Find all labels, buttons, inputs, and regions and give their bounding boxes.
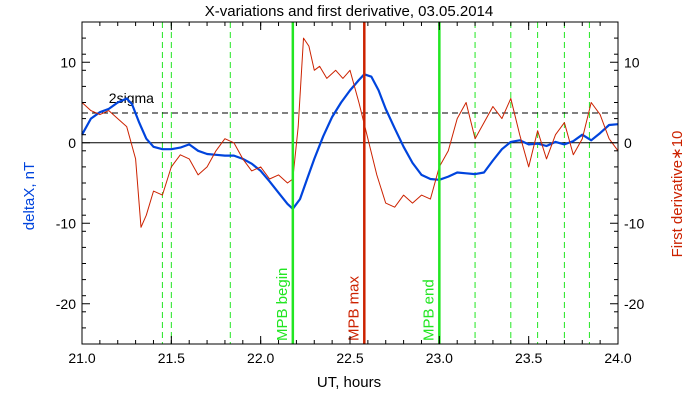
marker-label: MPB begin — [274, 268, 291, 341]
x-tick-label: 21.5 — [158, 350, 185, 366]
y-tick-label-left: 10 — [60, 54, 76, 70]
chart-title: X-variations and first derivative, 03.05… — [205, 3, 494, 20]
x-tick-label: 21.0 — [68, 350, 95, 366]
x-tick-label: 23.0 — [426, 350, 453, 366]
y-axis-label-right: First derivative∗10 — [669, 131, 686, 258]
y-tick-label-left: 0 — [68, 135, 76, 151]
x-axis-label: UT, hours — [317, 374, 381, 391]
x-tick-label: 22.0 — [247, 350, 274, 366]
x-tick-label: 23.5 — [515, 350, 542, 366]
marker-label: MPB end — [420, 279, 437, 341]
y-tick-label-right: 0 — [624, 135, 632, 151]
y-axis-label-left: deltaX, nT — [21, 162, 38, 230]
marker-label: MPB max — [345, 275, 362, 341]
y-tick-label-left: -10 — [56, 215, 76, 231]
x-tick-label: 22.5 — [336, 350, 363, 366]
series-line — [81, 37, 619, 228]
y-tick-label-left: -20 — [56, 296, 76, 312]
y-tick-label-right: 10 — [624, 54, 640, 70]
series-line — [81, 73, 619, 210]
y-tick-label-right: -20 — [624, 296, 644, 312]
x-tick-label: 24.0 — [604, 350, 631, 366]
y-tick-label-right: -10 — [624, 215, 644, 231]
